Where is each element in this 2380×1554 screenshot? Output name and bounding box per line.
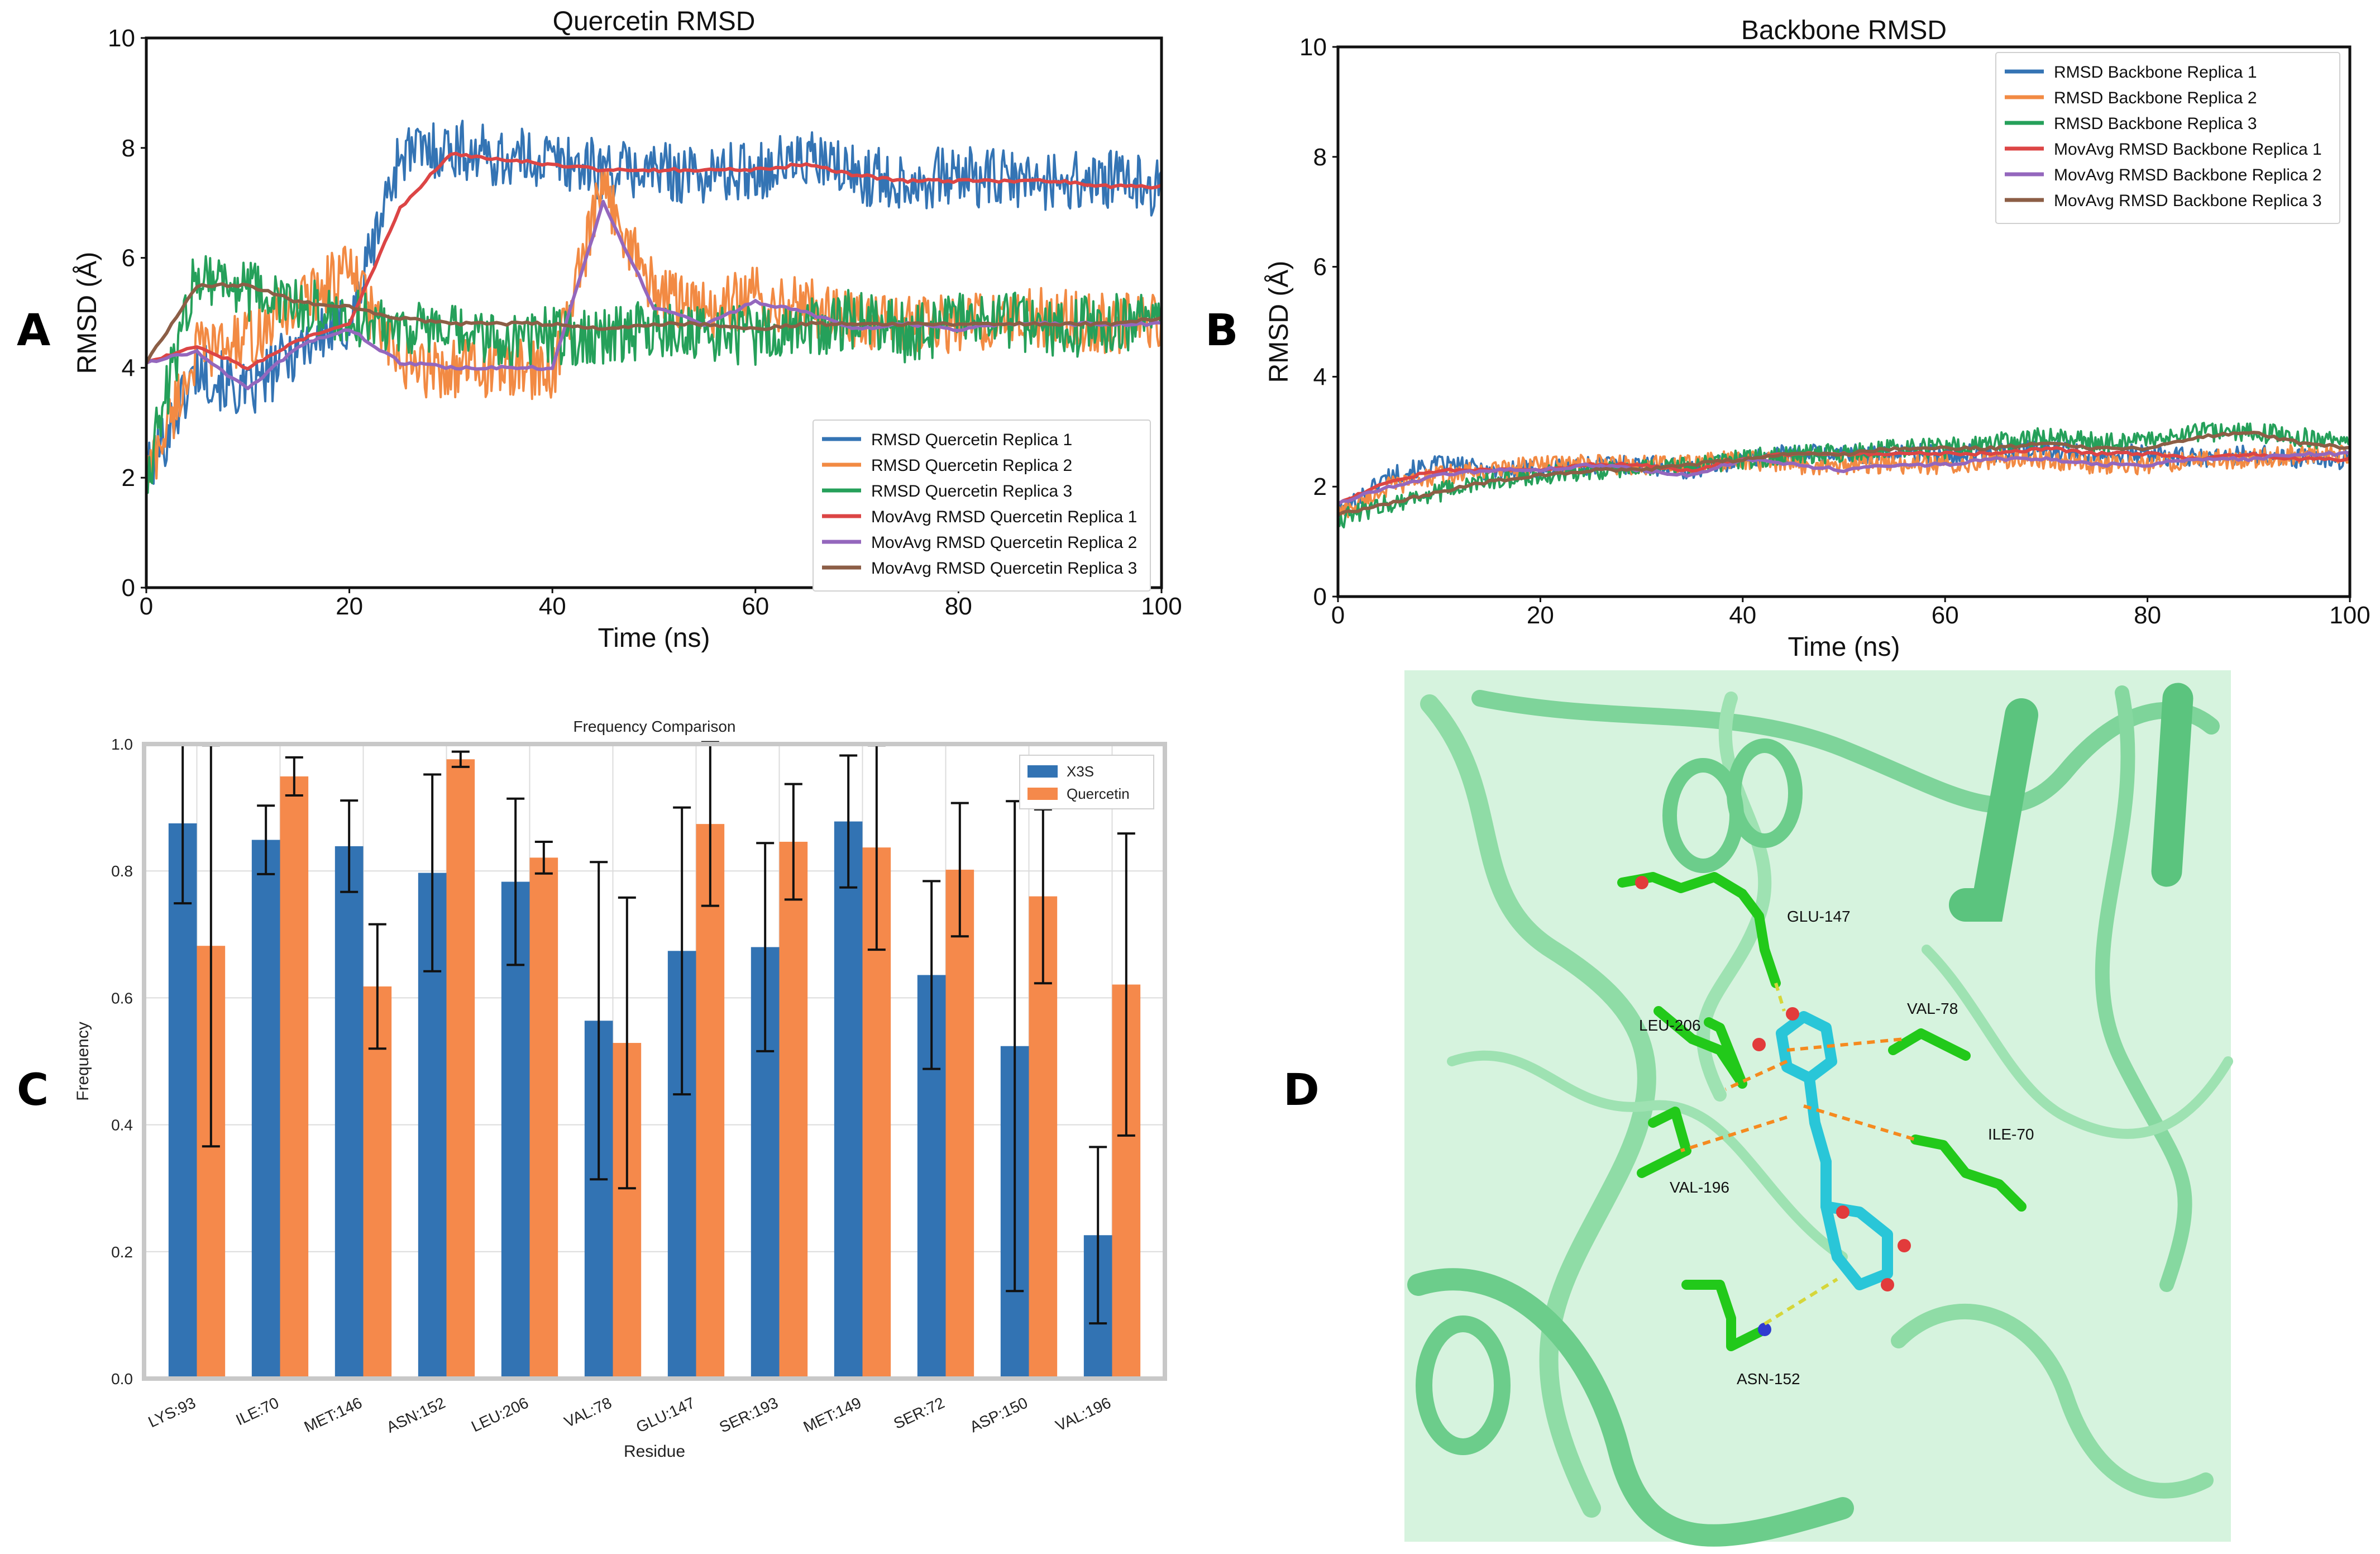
x-tick-label-b-80: 80 xyxy=(2134,602,2161,629)
series-line-b-movavg-rmsd-backbone-replica-2 xyxy=(1337,451,2350,506)
y-tick-label-b-2: 2 xyxy=(1313,473,1327,500)
legend-label-a-movavg-rmsd-quercetin-replica-1: MovAvg RMSD Quercetin Replica 1 xyxy=(871,508,1137,526)
y-tick-label-c-1.0: 1.0 xyxy=(111,736,133,753)
series-line-b-rmsd-backbone-replica-3 xyxy=(1337,422,2350,528)
x-tick-label-a-60: 60 xyxy=(742,593,769,620)
residue-label-glu147: GLU-147 xyxy=(1787,908,1851,925)
y-tick-label-a-10: 10 xyxy=(108,25,135,52)
legend-swatch-c-quercetin xyxy=(1027,788,1058,800)
quercetin-rmsd-chart: 0 20 40 60 80 100 0 2 4 6 8 10 Quercetin RMSD Time (n… xyxy=(73,7,1182,653)
bar-quercetin-leu-206 xyxy=(529,857,558,1379)
bar-quercetin-asn-152 xyxy=(446,759,475,1379)
x-tick-label-a-80: 80 xyxy=(945,593,972,620)
y-tick-label-c-0.2: 0.2 xyxy=(111,1243,133,1261)
chart-title-a: Quercetin RMSD xyxy=(553,7,756,36)
panel-letter-b: B xyxy=(1205,306,1238,356)
chart-title-c: Frequency Comparison xyxy=(573,718,735,735)
x-tick-label-b-60: 60 xyxy=(1932,602,1959,629)
interaction-dashes xyxy=(1680,983,1916,1326)
residue-sticks xyxy=(1617,872,2027,1351)
residue-label-asn152: ASN-152 xyxy=(1737,1370,1800,1388)
y-tick-label-b-4: 4 xyxy=(1313,363,1327,390)
x-tick-label-b-0: 0 xyxy=(1331,602,1345,629)
panel-letter-d: D xyxy=(1283,1065,1320,1116)
series-line-b-movavg-rmsd-backbone-replica-3 xyxy=(1337,431,2350,517)
y-tick-label-a-2: 2 xyxy=(122,464,135,492)
x-tick-label-b-20: 20 xyxy=(1527,602,1554,629)
binding-site-illustration: GLU-147 LEU-206 VAL-78 ILE-70 VAL-196 AS… xyxy=(1404,670,2233,1547)
bar-quercetin-ile-70 xyxy=(280,776,309,1379)
bar-x3s-lys-93 xyxy=(168,823,197,1379)
y-tick-label-a-8: 8 xyxy=(122,135,135,162)
series-line-a-movavg-rmsd-quercetin-replica-1 xyxy=(145,151,1162,371)
ligand-sticks xyxy=(1776,1011,1893,1290)
legend-label-b-movavg-rmsd-backbone-replica-3: MovAvg RMSD Backbone Replica 3 xyxy=(2054,192,2322,210)
y-tick-label-c-0.8: 0.8 xyxy=(111,862,133,880)
ligand-atoms xyxy=(1635,876,1911,1336)
residue-label-val196: VAL-196 xyxy=(1670,1179,1729,1196)
legend-label-b-movavg-rmsd-backbone-replica-1: MovAvg RMSD Backbone Replica 1 xyxy=(2054,140,2322,159)
series-line-a-movavg-rmsd-quercetin-replica-3 xyxy=(145,282,1162,364)
legend-label-a-rmsd-quercetin-replica-3: RMSD Quercetin Replica 3 xyxy=(871,482,1072,500)
bar-quercetin-met-146 xyxy=(363,986,392,1379)
chart-title-b: Backbone RMSD xyxy=(1741,16,1947,45)
y-tick-label-a-4: 4 xyxy=(122,354,135,382)
legend-label-c-x3s: X3S xyxy=(1067,763,1094,780)
x-axis-label-a: Time (ns) xyxy=(598,623,710,653)
x-tick-label-a-0: 0 xyxy=(140,593,153,620)
y-axis-label-a: RMSD (Å) xyxy=(73,252,102,374)
series-line-a-rmsd-quercetin-replica-3 xyxy=(145,255,1163,494)
legend-box-b xyxy=(1995,52,2340,224)
x-axis-label-c: Residue xyxy=(624,1442,685,1461)
plot-frame-c xyxy=(142,742,1167,1381)
y-tick-label-b-6: 6 xyxy=(1313,254,1327,281)
legend-label-b-rmsd-backbone-replica-1: RMSD Backbone Replica 1 xyxy=(2054,63,2257,82)
residue-label-val78: VAL-78 xyxy=(1907,1000,1958,1017)
plot-frame-a xyxy=(145,36,1163,589)
y-tick-label-b-8: 8 xyxy=(1313,144,1327,171)
x-tick-label-a-40: 40 xyxy=(539,593,566,620)
legend-label-b-movavg-rmsd-backbone-replica-2: MovAvg RMSD Backbone Replica 2 xyxy=(2054,166,2322,184)
y-tick-label-c-0.4: 0.4 xyxy=(111,1117,133,1134)
y-tick-label-c-0.0: 0.0 xyxy=(111,1370,133,1388)
plot-frame-b xyxy=(1336,45,2352,598)
legend-label-b-rmsd-backbone-replica-3: RMSD Backbone Replica 3 xyxy=(2054,115,2257,133)
protein-ribbons xyxy=(1407,683,2233,1547)
legend-label-a-movavg-rmsd-quercetin-replica-3: MovAvg RMSD Quercetin Replica 3 xyxy=(871,559,1137,578)
y-tick-label-c-0.6: 0.6 xyxy=(111,989,133,1007)
bar-x3s-met-146 xyxy=(334,846,364,1379)
legend-label-a-movavg-rmsd-quercetin-replica-2: MovAvg RMSD Quercetin Replica 2 xyxy=(871,533,1137,552)
x-axis-label-b: Time (ns) xyxy=(1788,632,1900,662)
y-tick-label-a-6: 6 xyxy=(122,245,135,272)
series-line-a-rmsd-quercetin-replica-1 xyxy=(145,120,1163,492)
y-axis-label-b: RMSD (Å) xyxy=(1264,261,1294,383)
panel-letter-c: C xyxy=(17,1065,49,1116)
panel-letter-a: A xyxy=(17,306,50,356)
legend-label-c-quercetin: Quercetin xyxy=(1067,785,1130,802)
legend-label-a-rmsd-quercetin-replica-1: RMSD Quercetin Replica 1 xyxy=(871,431,1072,449)
bar-quercetin-ser-193 xyxy=(779,841,808,1379)
bar-x3s-ile-70 xyxy=(251,840,280,1379)
y-tick-label-a-0: 0 xyxy=(122,574,135,602)
bar-quercetin-glu-147 xyxy=(696,824,725,1379)
legend-label-a-rmsd-quercetin-replica-2: RMSD Quercetin Replica 2 xyxy=(871,456,1072,475)
residue-label-leu206: LEU-206 xyxy=(1639,1017,1701,1034)
y-axis-label-c: Frequency xyxy=(74,1022,92,1101)
bar-quercetin-ser-72 xyxy=(945,869,974,1379)
backbone-rmsd-chart: 0 20 40 60 80 100 0 2 4 6 8 10 Backbone RMSD Time (ns… xyxy=(1264,16,2371,662)
y-tick-label-b-0: 0 xyxy=(1313,583,1327,611)
legend-label-b-rmsd-backbone-replica-2: RMSD Backbone Replica 2 xyxy=(2054,89,2257,107)
y-tick-label-b-10: 10 xyxy=(1299,34,1327,61)
residue-label-ile70: ILE-70 xyxy=(1988,1126,2034,1143)
x-tick-label-b-100: 100 xyxy=(2329,602,2370,629)
legend-swatch-c-x3s xyxy=(1027,765,1058,778)
x-tick-label-a-100: 100 xyxy=(1141,593,1182,620)
x-tick-label-a-20: 20 xyxy=(336,593,363,620)
bar-x3s-met-149 xyxy=(834,821,863,1379)
x-tick-label-b-40: 40 xyxy=(1729,602,1756,629)
legend-box-a xyxy=(813,420,1151,592)
